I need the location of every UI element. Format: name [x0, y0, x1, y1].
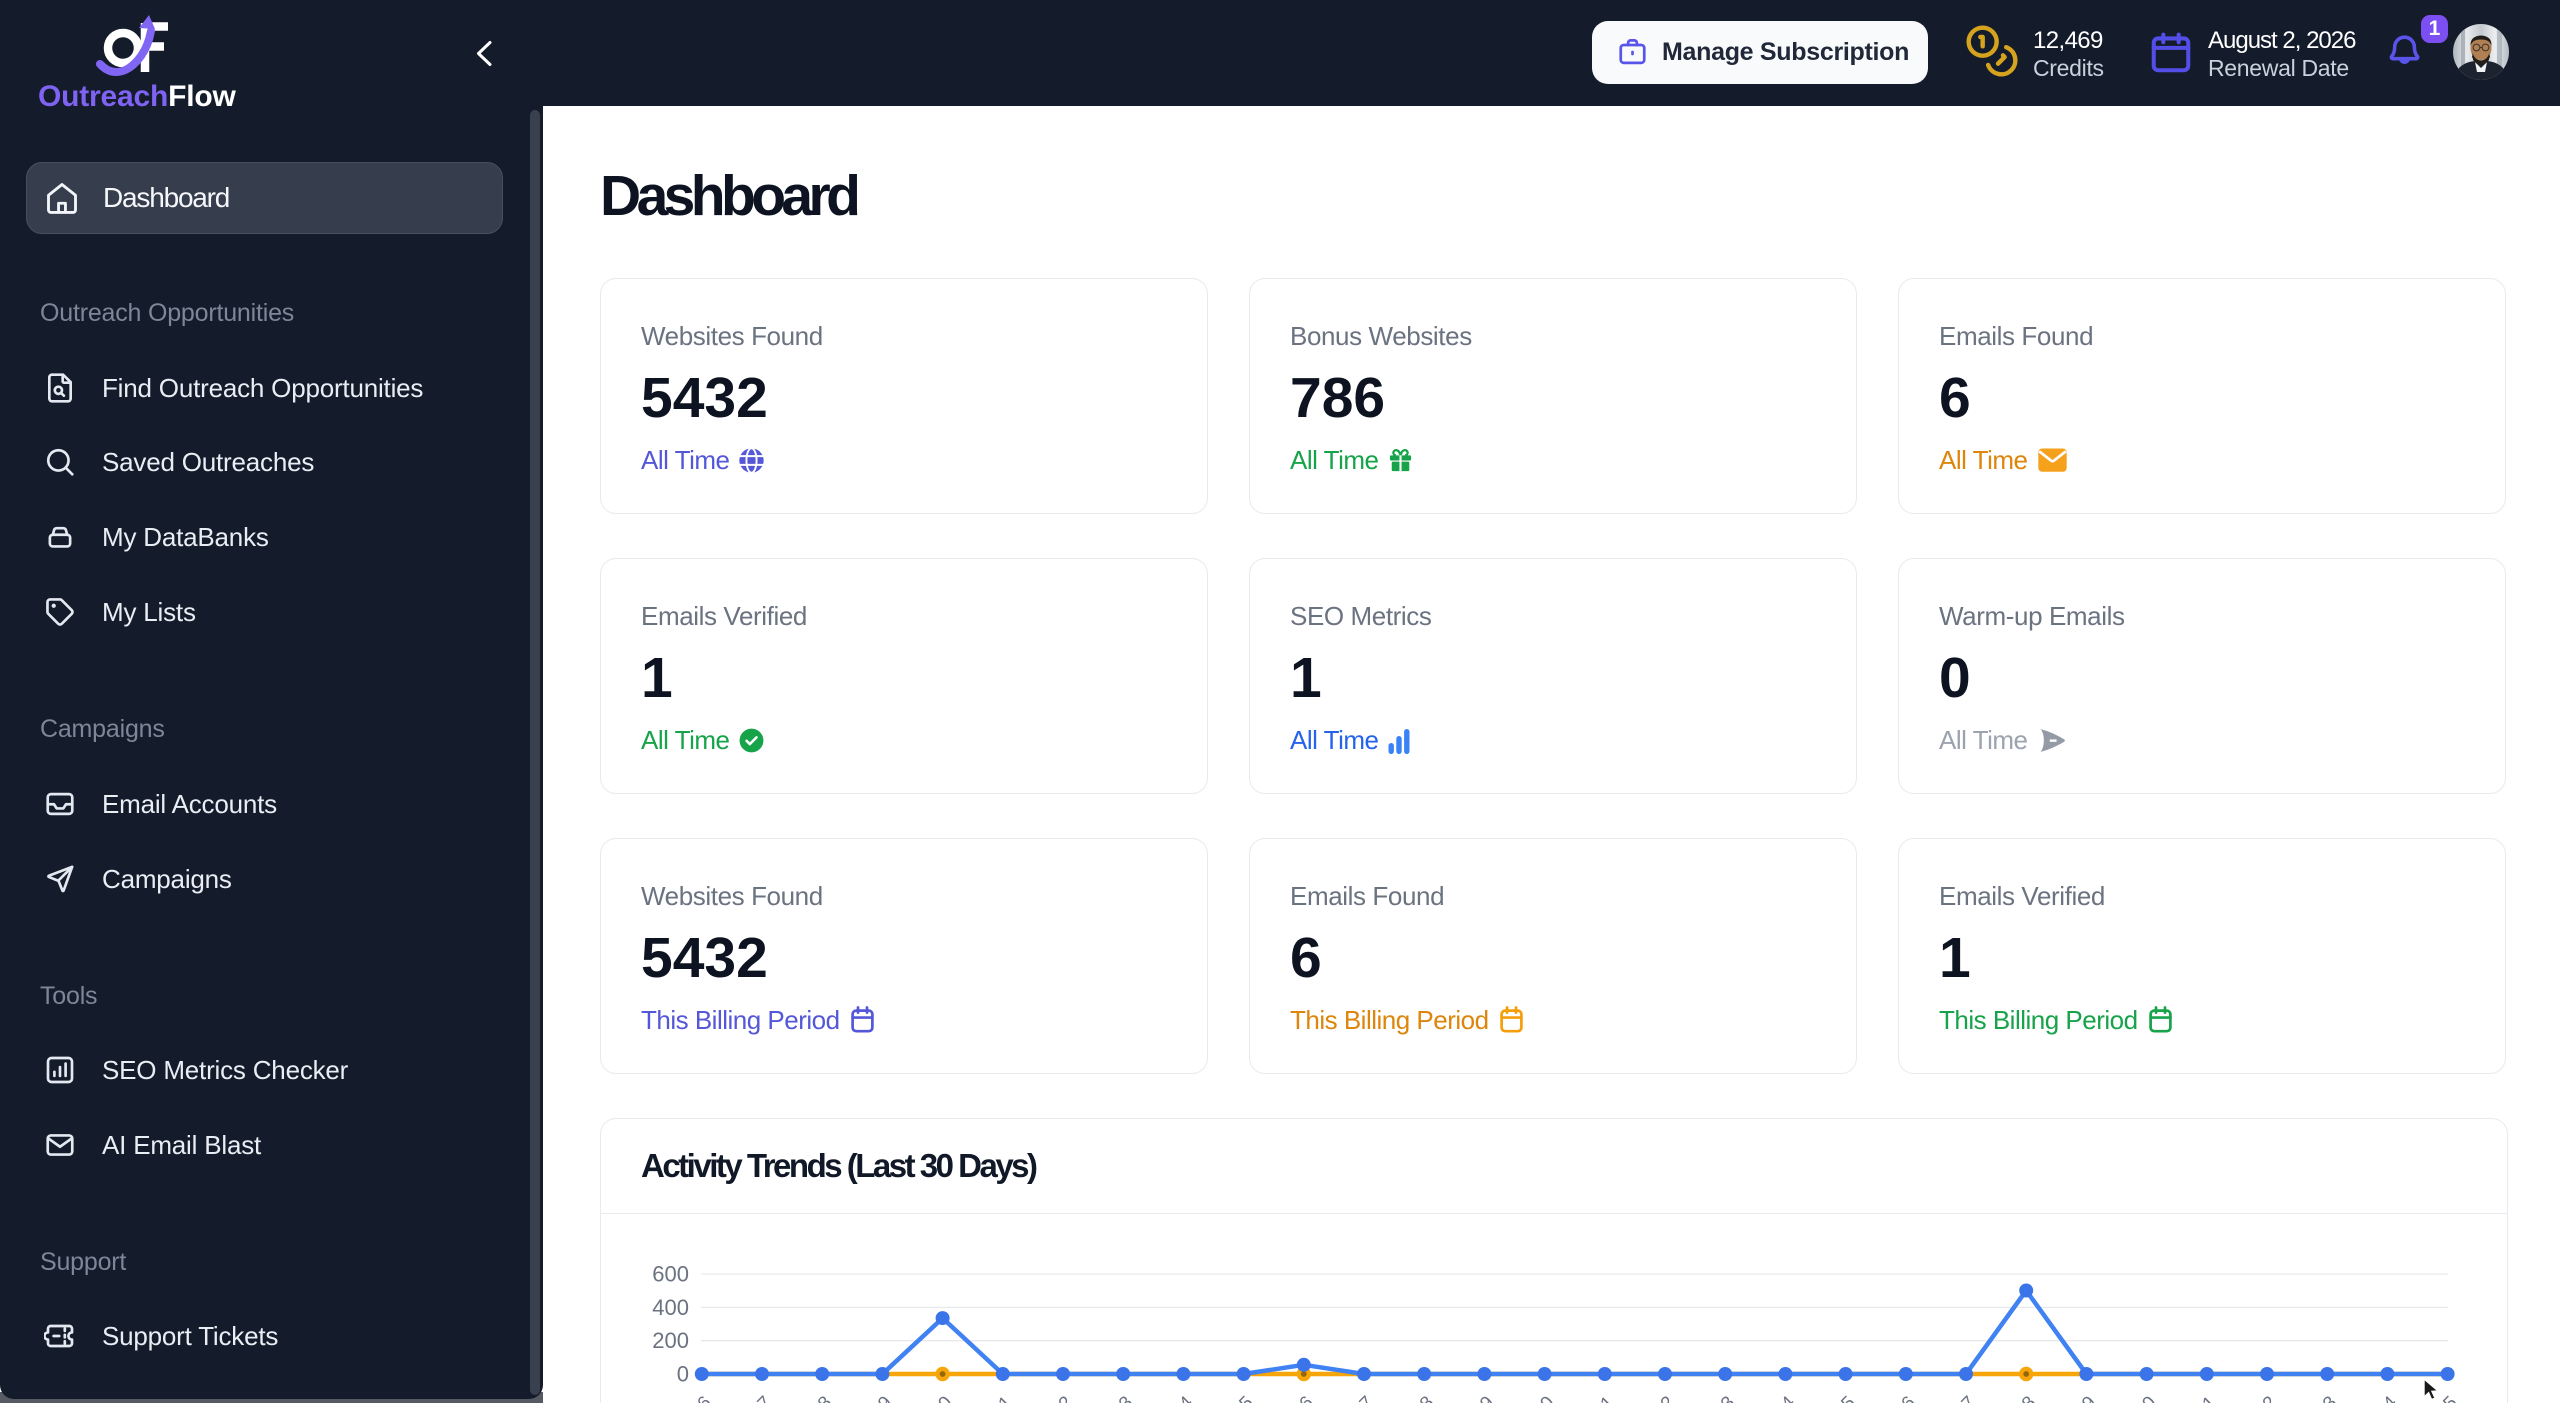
- svg-text:Jun 29: Jun 29: [841, 1392, 896, 1403]
- svg-text:Jul 14: Jul 14: [1749, 1392, 1800, 1403]
- svg-text:Jun 27: Jun 27: [721, 1392, 776, 1403]
- svg-text:Jun 28: Jun 28: [781, 1392, 836, 1403]
- svg-text:Jul 8: Jul 8: [1395, 1392, 1438, 1403]
- svg-text:600: 600: [652, 1262, 689, 1287]
- svg-text:Jul 10: Jul 10: [1508, 1392, 1559, 1403]
- svg-text:Jul 15: Jul 15: [1809, 1392, 1860, 1403]
- svg-text:Jul 9: Jul 9: [1455, 1392, 1498, 1403]
- svg-text:Jul 16: Jul 16: [1869, 1392, 1920, 1403]
- svg-text:Jun 30: Jun 30: [902, 1392, 957, 1403]
- svg-text:Jun 26: Jun 26: [661, 1392, 716, 1403]
- svg-text:200: 200: [652, 1328, 689, 1353]
- svg-text:0: 0: [677, 1362, 689, 1387]
- svg-text:Jul 6: Jul 6: [1275, 1392, 1318, 1403]
- svg-text:Jul 24: Jul 24: [2351, 1392, 2402, 1403]
- svg-text:Jul 7: Jul 7: [1335, 1392, 1378, 1403]
- svg-text:Jul 18: Jul 18: [1990, 1392, 2041, 1403]
- svg-text:Jul 22: Jul 22: [2230, 1392, 2281, 1403]
- svg-text:Jul 5: Jul 5: [1215, 1392, 1258, 1403]
- svg-text:400: 400: [652, 1295, 689, 1320]
- svg-text:Jul 17: Jul 17: [1929, 1392, 1980, 1403]
- svg-text:Jul 12: Jul 12: [1628, 1392, 1679, 1403]
- svg-text:Jul 2: Jul 2: [1034, 1392, 1077, 1403]
- svg-text:Jul 23: Jul 23: [2291, 1392, 2342, 1403]
- svg-text:Jul 20: Jul 20: [2110, 1392, 2161, 1403]
- svg-text:Jul 11: Jul 11: [1569, 1392, 1619, 1403]
- svg-text:Jul 1: Jul 1: [974, 1392, 1017, 1403]
- svg-text:Jul 13: Jul 13: [1689, 1392, 1740, 1403]
- svg-text:Jul 3: Jul 3: [1094, 1392, 1137, 1403]
- svg-text:Jul 19: Jul 19: [2050, 1392, 2101, 1403]
- svg-text:Jul 4: Jul 4: [1154, 1392, 1198, 1403]
- svg-text:Jul 21: Jul 21: [2170, 1392, 2221, 1403]
